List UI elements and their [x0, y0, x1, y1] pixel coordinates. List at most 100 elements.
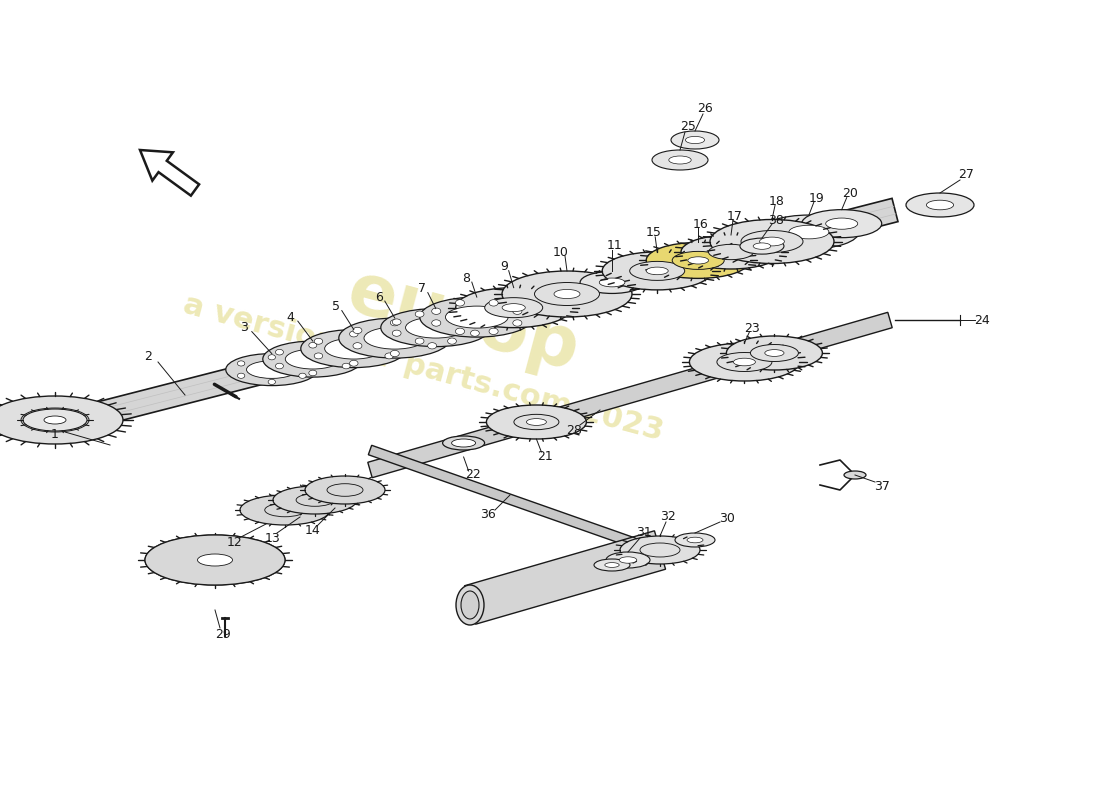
Ellipse shape	[327, 484, 363, 496]
Ellipse shape	[350, 360, 358, 366]
Text: 12: 12	[227, 537, 243, 550]
Text: 25: 25	[680, 121, 696, 134]
Ellipse shape	[527, 418, 547, 426]
Ellipse shape	[844, 471, 866, 479]
Ellipse shape	[448, 311, 456, 317]
Ellipse shape	[502, 271, 632, 317]
Ellipse shape	[471, 319, 480, 325]
Ellipse shape	[390, 350, 399, 357]
Text: 19: 19	[808, 191, 825, 205]
Text: 28: 28	[566, 423, 582, 437]
Ellipse shape	[315, 338, 322, 344]
Text: 16: 16	[692, 218, 708, 231]
Ellipse shape	[145, 535, 285, 585]
Ellipse shape	[652, 150, 708, 170]
Ellipse shape	[442, 436, 485, 450]
Text: 32: 32	[660, 510, 675, 523]
Text: 15: 15	[646, 226, 661, 239]
Text: 21: 21	[538, 450, 553, 462]
Ellipse shape	[681, 235, 781, 269]
Ellipse shape	[708, 244, 754, 260]
Ellipse shape	[246, 361, 297, 378]
Text: 26: 26	[697, 102, 713, 115]
Ellipse shape	[23, 409, 87, 431]
Ellipse shape	[415, 311, 424, 317]
Ellipse shape	[802, 210, 882, 238]
Text: 36: 36	[480, 509, 496, 522]
Ellipse shape	[385, 338, 394, 344]
FancyArrow shape	[140, 150, 199, 196]
Ellipse shape	[299, 373, 306, 378]
Text: 20: 20	[842, 187, 858, 200]
Ellipse shape	[296, 494, 334, 506]
Ellipse shape	[176, 546, 253, 574]
Ellipse shape	[600, 278, 625, 287]
Text: 13: 13	[265, 531, 280, 545]
Ellipse shape	[740, 238, 784, 254]
Ellipse shape	[161, 541, 270, 579]
Ellipse shape	[717, 353, 772, 371]
Ellipse shape	[669, 156, 691, 164]
Text: 14: 14	[305, 525, 321, 538]
Ellipse shape	[605, 562, 619, 567]
Ellipse shape	[764, 350, 784, 357]
Ellipse shape	[629, 262, 684, 280]
Text: 7: 7	[418, 282, 426, 295]
Text: 29: 29	[216, 627, 231, 641]
Ellipse shape	[486, 405, 586, 439]
Ellipse shape	[428, 342, 437, 349]
Ellipse shape	[646, 242, 750, 278]
Ellipse shape	[390, 319, 399, 326]
Ellipse shape	[0, 396, 123, 444]
Ellipse shape	[455, 328, 464, 334]
Ellipse shape	[446, 306, 508, 328]
Ellipse shape	[299, 361, 306, 366]
Ellipse shape	[265, 503, 306, 517]
Ellipse shape	[750, 345, 799, 362]
Ellipse shape	[734, 358, 756, 366]
Ellipse shape	[364, 327, 426, 349]
Ellipse shape	[646, 267, 668, 274]
Ellipse shape	[490, 300, 498, 306]
Ellipse shape	[710, 219, 834, 263]
Ellipse shape	[353, 327, 362, 334]
Polygon shape	[368, 446, 641, 550]
Ellipse shape	[789, 226, 829, 239]
Text: europ: europ	[340, 257, 587, 385]
Text: 8: 8	[462, 272, 470, 285]
Polygon shape	[367, 312, 892, 478]
Ellipse shape	[672, 251, 724, 270]
Text: 22: 22	[464, 469, 481, 482]
Ellipse shape	[393, 330, 402, 336]
Ellipse shape	[309, 370, 317, 376]
Ellipse shape	[640, 543, 680, 557]
Ellipse shape	[393, 319, 402, 325]
Text: 27: 27	[958, 169, 974, 182]
Text: 30: 30	[719, 511, 735, 525]
Ellipse shape	[420, 297, 534, 337]
Ellipse shape	[145, 535, 285, 585]
Ellipse shape	[385, 353, 394, 359]
Ellipse shape	[485, 298, 542, 318]
Ellipse shape	[275, 363, 284, 369]
Text: 24: 24	[975, 314, 990, 326]
Text: 31: 31	[636, 526, 652, 539]
Text: a version for parts.com 2023: a version for parts.com 2023	[180, 290, 667, 446]
Text: 5: 5	[332, 300, 340, 313]
Ellipse shape	[461, 591, 478, 619]
Ellipse shape	[428, 327, 437, 334]
Ellipse shape	[535, 282, 600, 306]
Ellipse shape	[431, 308, 441, 314]
Ellipse shape	[415, 338, 424, 344]
Ellipse shape	[760, 237, 784, 246]
Ellipse shape	[490, 328, 498, 334]
Ellipse shape	[342, 350, 350, 355]
Ellipse shape	[906, 193, 974, 217]
Ellipse shape	[606, 552, 650, 568]
Ellipse shape	[619, 557, 637, 563]
Ellipse shape	[685, 136, 705, 144]
Ellipse shape	[514, 414, 559, 430]
Ellipse shape	[21, 408, 89, 432]
Ellipse shape	[300, 330, 407, 368]
Ellipse shape	[456, 585, 484, 625]
